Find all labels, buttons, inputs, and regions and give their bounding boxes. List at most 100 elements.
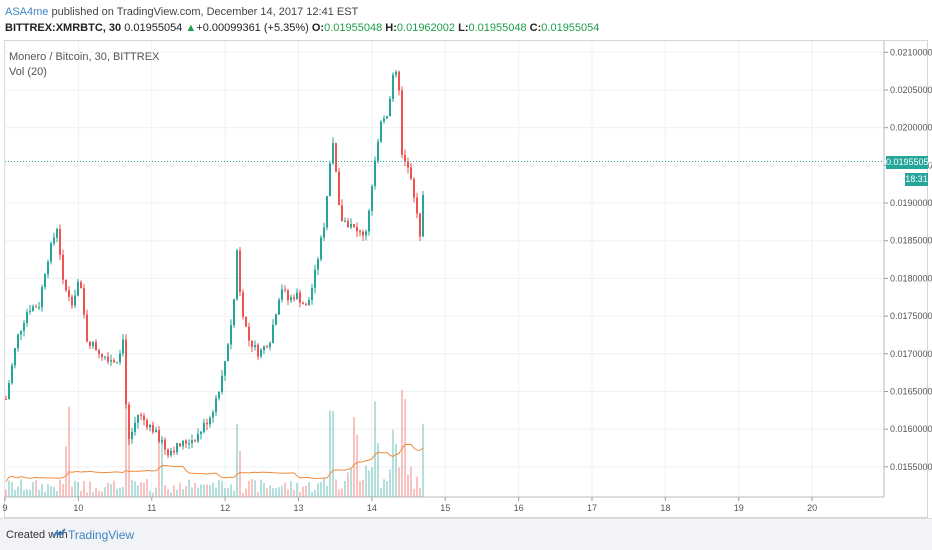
candle-body <box>167 449 169 456</box>
volume-bar <box>122 487 124 497</box>
candle-body <box>266 346 268 348</box>
candle-body <box>254 344 256 348</box>
volume-bar <box>188 479 190 497</box>
volume-bar <box>38 489 40 497</box>
candle-body <box>227 344 229 362</box>
volume-bar <box>200 484 202 497</box>
candle-body <box>116 362 118 364</box>
volume-bar <box>338 489 340 497</box>
volume-bar <box>35 480 37 497</box>
candle-body <box>380 121 382 142</box>
candle-body <box>170 450 172 456</box>
volume-bar <box>116 488 118 497</box>
volume-bar <box>395 443 397 497</box>
candle-body <box>128 404 130 440</box>
volume-bar <box>365 465 367 497</box>
volume-bar <box>53 486 55 497</box>
candle-body <box>362 231 364 236</box>
tradingview-logo-icon[interactable] <box>52 527 66 541</box>
candle-body <box>74 295 76 306</box>
volume-bar <box>110 484 112 497</box>
volume-bar <box>344 480 346 497</box>
volume-bar <box>80 490 82 497</box>
candle-body <box>308 300 310 306</box>
candle-body <box>296 292 298 299</box>
volume-bar <box>134 481 136 497</box>
price-chart[interactable]: 0.021000000.020500000.020000000.01950000… <box>0 0 932 518</box>
volume-bar <box>56 491 58 497</box>
candle-body <box>110 360 112 362</box>
candle-body <box>86 314 88 342</box>
candle-body <box>44 274 46 288</box>
candle-body <box>113 360 115 363</box>
volume-bar <box>95 488 97 497</box>
volume-bar <box>185 486 187 497</box>
volume-bar <box>161 441 163 497</box>
candle-body <box>326 196 328 228</box>
volume-bar <box>305 486 307 497</box>
candle-body <box>371 186 373 211</box>
candle-body <box>233 299 235 326</box>
volume-bar <box>254 480 256 497</box>
volume-bar <box>83 480 85 497</box>
open-label: O: <box>311 22 325 34</box>
volume-bar <box>413 488 415 497</box>
volume-bar <box>50 486 52 497</box>
candle-body <box>212 412 214 418</box>
candle-body <box>32 306 34 311</box>
candle-body <box>53 237 55 244</box>
candle-body <box>257 344 259 357</box>
volume-bar <box>68 406 70 497</box>
candle-body <box>356 227 358 232</box>
volume-bar <box>182 489 184 497</box>
volume-bar <box>32 482 34 497</box>
candle-body <box>263 346 265 351</box>
candle-body <box>107 356 109 362</box>
candle-body <box>101 353 103 358</box>
candle-body <box>83 288 85 315</box>
x-tick-label: 20 <box>807 503 817 513</box>
candle-body <box>77 281 79 296</box>
x-tick-label: 12 <box>220 503 230 513</box>
high-value: 0.01962002 <box>396 22 456 34</box>
volume-bar <box>329 410 331 497</box>
legend-indicator[interactable]: Vol (20) <box>9 66 47 78</box>
volume-bar <box>194 482 196 497</box>
volume-bar <box>173 485 175 497</box>
volume-bar <box>107 482 109 497</box>
volume-bar <box>380 487 382 497</box>
candle-body <box>377 141 379 161</box>
volume-bar <box>419 488 421 497</box>
volume-bar <box>197 488 199 497</box>
tradingview-brand-link[interactable]: TradingView <box>68 528 135 542</box>
volume-bar <box>209 485 211 497</box>
volume-bar <box>65 446 67 497</box>
volume-bar <box>335 479 337 497</box>
volume-bar <box>113 480 115 497</box>
volume-bar <box>230 484 232 497</box>
volume-bar <box>407 474 409 497</box>
close-label: C: <box>529 22 542 34</box>
author-link[interactable]: ASA4me <box>5 6 49 18</box>
volume-bar <box>314 489 316 497</box>
candle-body <box>104 356 106 358</box>
candle-body <box>146 420 148 428</box>
candle-body <box>182 440 184 447</box>
candle-body <box>98 350 100 354</box>
volume-bar <box>350 468 352 497</box>
volume-bar <box>311 491 313 497</box>
candle-body <box>197 434 199 442</box>
volume-bar <box>26 489 28 497</box>
volume-bar <box>263 483 265 497</box>
volume-bar <box>332 410 334 497</box>
volume-bar <box>320 481 322 497</box>
volume-bar <box>191 487 193 497</box>
candle-body <box>89 341 91 346</box>
candle-body <box>11 365 13 384</box>
price-change: +0.00099361 (+5.35%) <box>196 22 309 34</box>
volume-bar <box>170 492 172 497</box>
